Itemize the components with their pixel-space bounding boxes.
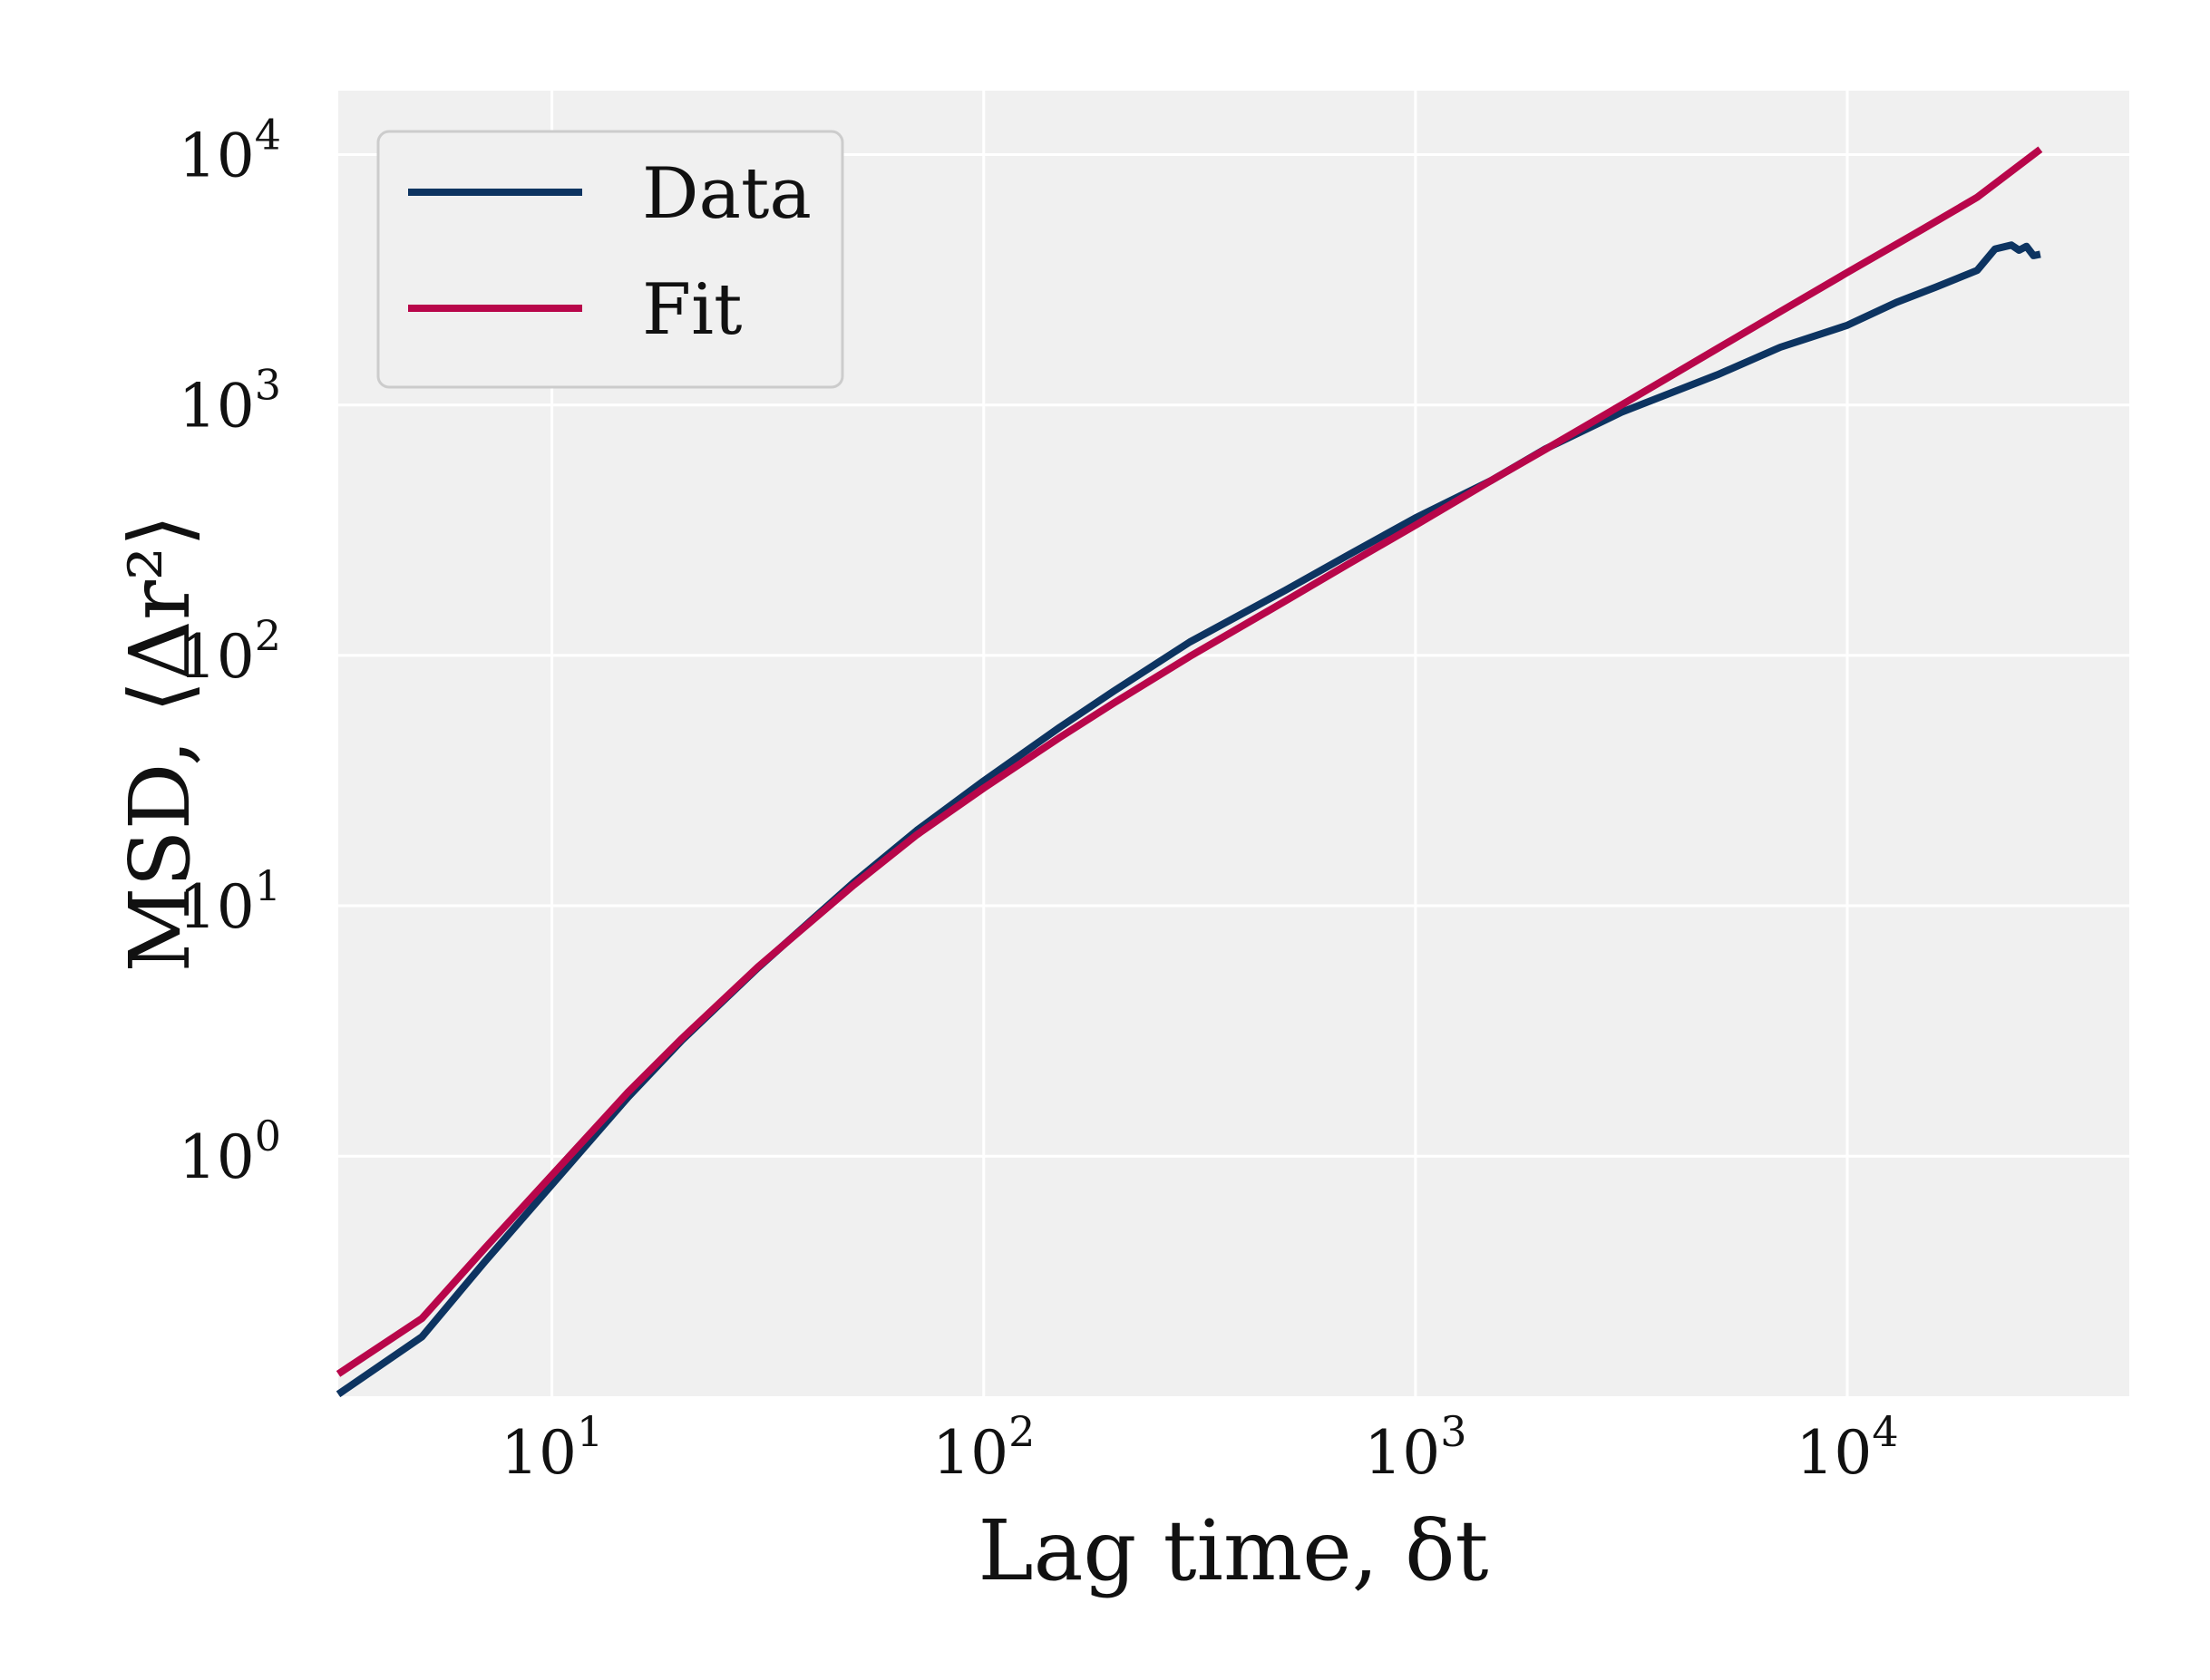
x-tick-base: 10 <box>932 1418 1008 1488</box>
x-tick-base: 10 <box>501 1418 577 1488</box>
x-axis-title: Lag time, δt <box>978 1502 1488 1599</box>
x-tick-label: 104 <box>1796 1407 1898 1488</box>
x-tick-exponent: 4 <box>1872 1407 1898 1456</box>
y-tick-exponent: 4 <box>255 111 281 160</box>
series-line-fit <box>336 146 2043 1377</box>
legend: Data Fit <box>376 130 844 389</box>
y-tick-base: 10 <box>179 872 255 942</box>
y-tick-label: 101 <box>179 861 281 942</box>
y-tick-exponent: 3 <box>255 361 281 410</box>
x-tick-exponent: 1 <box>577 1407 603 1456</box>
x-tick-exponent: 2 <box>1008 1407 1035 1456</box>
data-lines <box>336 146 2043 1398</box>
y-tick-exponent: 1 <box>255 861 281 910</box>
legend-label-fit: Fit <box>642 269 742 351</box>
y-tick-label: 103 <box>179 361 281 442</box>
x-tick-base: 10 <box>1796 1418 1872 1488</box>
x-tick-label: 102 <box>932 1407 1035 1488</box>
y-tick-exponent: 0 <box>255 1112 281 1160</box>
x-tick-base: 10 <box>1364 1418 1440 1488</box>
y-tick-base: 10 <box>179 622 255 692</box>
x-tick-exponent: 3 <box>1440 1407 1466 1456</box>
y-axis-title: MSD, ⟨Δr²⟩ <box>112 514 209 972</box>
y-tick-base: 10 <box>179 121 255 191</box>
x-axis-ticks: 101 102 103 104 <box>501 1407 1899 1488</box>
y-tick-label: 104 <box>179 111 281 191</box>
y-tick-label: 100 <box>179 1112 281 1192</box>
y-tick-base: 10 <box>179 372 255 442</box>
y-tick-exponent: 2 <box>255 611 281 660</box>
x-tick-label: 101 <box>501 1407 603 1488</box>
x-tick-label: 103 <box>1364 1407 1466 1488</box>
y-tick-label: 102 <box>179 611 281 692</box>
legend-label-data: Data <box>642 153 812 235</box>
y-tick-base: 10 <box>179 1122 255 1192</box>
